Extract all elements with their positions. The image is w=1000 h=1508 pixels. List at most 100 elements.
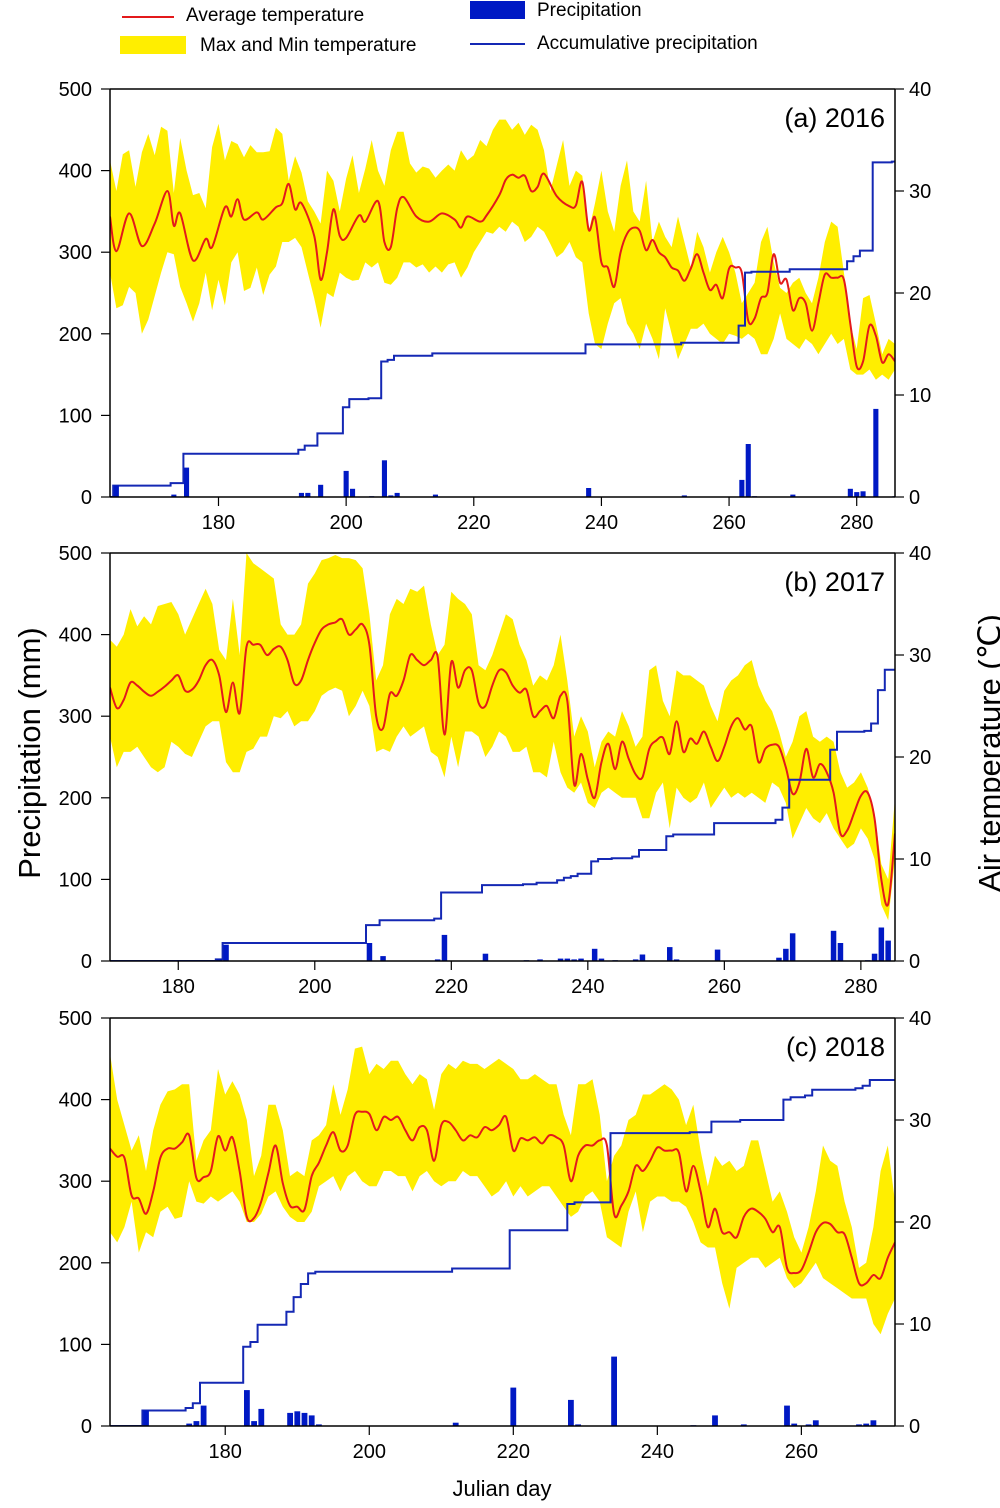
- precipitation-bar: [200, 1405, 207, 1426]
- x-axis-label: Julian day: [452, 1476, 552, 1501]
- x-tick-label: 180: [202, 512, 235, 534]
- precipitation-bar: [223, 944, 229, 961]
- precipitation-bar: [667, 947, 673, 961]
- legend-avg-label: Average temperature: [186, 5, 365, 26]
- precipitation-bar: [776, 957, 782, 961]
- x-tick-label: 260: [708, 976, 741, 998]
- precipitation-bar: [870, 1420, 877, 1426]
- y-left-tick-label: 300: [59, 1171, 92, 1193]
- y-right-tick-label: 20: [909, 283, 931, 305]
- legend-avg-swatch: [122, 16, 174, 18]
- precipitation-bar: [381, 460, 387, 497]
- precipitation-bar: [388, 495, 394, 497]
- x-tick-label: 260: [712, 512, 745, 534]
- x-tick-label: 240: [641, 1441, 674, 1463]
- precipitation-bar: [830, 930, 837, 961]
- precipitation-bar: [873, 408, 879, 497]
- y-left-tick-label: 500: [59, 79, 92, 101]
- precipitation-bar: [394, 492, 400, 497]
- y-left-tick-label: 100: [59, 1334, 92, 1356]
- precipitation-bar: [564, 958, 571, 961]
- precipitation-bar: [557, 958, 564, 961]
- y-left-tick-label: 100: [59, 869, 92, 891]
- plot-area: [110, 119, 895, 497]
- precipitation-bar: [860, 491, 866, 497]
- precipitation-bar: [571, 959, 577, 961]
- y-right-tick-label: 40: [909, 543, 931, 565]
- x-tick-label: 240: [585, 512, 618, 534]
- panel-a: 0 100 200 300 400 500 0 10 20 30 40 180 200 220 240 260…: [59, 79, 932, 534]
- precipitation-bar: [298, 492, 304, 497]
- x-tick-label: 220: [457, 512, 490, 534]
- average-temperature-line: [110, 172, 895, 371]
- y-right-tick-label: 30: [909, 181, 931, 203]
- precipitation-bar: [673, 959, 680, 961]
- precipitation-bar: [791, 1423, 798, 1426]
- y-right-tick-label: 0: [909, 951, 920, 973]
- precipitation-bar: [113, 485, 119, 497]
- precipitation-bar: [186, 1423, 193, 1426]
- precipitation-bar: [568, 1399, 574, 1426]
- precipitation-bar: [805, 1424, 812, 1426]
- precipitation-bar: [287, 1412, 293, 1426]
- x-tick-label: 280: [840, 512, 873, 534]
- precipitation-bar: [837, 943, 844, 961]
- x-tick-label: 220: [435, 976, 468, 998]
- max-min-temperature-band: [110, 1046, 895, 1335]
- panel-title: (b) 2017: [784, 567, 885, 597]
- plot-area: [110, 553, 895, 961]
- precipitation-bar: [305, 492, 311, 497]
- y-left-tick-label: 300: [59, 706, 92, 728]
- y-right-tick-label: 20: [909, 1212, 931, 1234]
- precipitation-bar: [812, 1420, 819, 1426]
- precipitation-bar: [790, 494, 796, 497]
- y-left-tick-label: 300: [59, 242, 92, 264]
- precipitation-bar: [434, 959, 441, 961]
- y-left-tick-label: 400: [59, 625, 92, 647]
- legend-precip-swatch: [470, 1, 525, 19]
- precipitation-bar: [193, 1421, 200, 1426]
- legend-precip-label: Precipitation: [537, 0, 642, 21]
- plot-area: [110, 1046, 895, 1426]
- y-right-tick-label: 40: [909, 1008, 931, 1030]
- precipitation-bar: [350, 488, 356, 497]
- precipitation-bar: [366, 943, 373, 961]
- precipitation-bar: [301, 1412, 308, 1426]
- x-tick-label: 200: [329, 512, 362, 534]
- x-tick-label: 260: [785, 1441, 818, 1463]
- precipitation-bar: [244, 1390, 250, 1426]
- precipitation-bar: [143, 1410, 149, 1426]
- precipitation-bar: [316, 1424, 322, 1426]
- legend-accum-swatch: [470, 43, 525, 45]
- precipitation-bar: [847, 488, 853, 497]
- precipitation-bar: [856, 1424, 862, 1426]
- precipitation-bar: [739, 479, 745, 497]
- y-left-tick-label: 400: [59, 161, 92, 183]
- precipitation-bar: [251, 1421, 257, 1426]
- precipitation-bar: [714, 949, 721, 961]
- y-left-tick-label: 0: [81, 1416, 92, 1438]
- precipitation-bar: [639, 954, 646, 961]
- y-axis-left-label: Precipitation (mm): [12, 627, 47, 879]
- average-temperature-line: [110, 617, 895, 907]
- precipitation-bar: [591, 948, 598, 961]
- precipitation-bar: [745, 444, 751, 497]
- precipitation-bar: [452, 1422, 459, 1426]
- y-right-tick-label: 0: [909, 1416, 920, 1438]
- accumulative-precipitation-line: [110, 160, 895, 497]
- precipitation-bar: [537, 959, 543, 961]
- precipitation-bar: [885, 940, 891, 961]
- average-temperature-line: [110, 1110, 895, 1287]
- precipitation-bar: [343, 470, 349, 497]
- x-tick-label: 240: [571, 976, 604, 998]
- precipitation-bar: [611, 1356, 617, 1426]
- precipitation-bar: [598, 958, 605, 961]
- precipitation-bar: [712, 1415, 718, 1426]
- precipitation-bar: [510, 1387, 517, 1426]
- x-tick-label: 200: [298, 976, 331, 998]
- accumulative-precipitation-line: [110, 668, 895, 961]
- y-right-tick-label: 0: [909, 487, 920, 509]
- y-left-tick-label: 200: [59, 788, 92, 810]
- panel-title: (c) 2018: [786, 1032, 885, 1062]
